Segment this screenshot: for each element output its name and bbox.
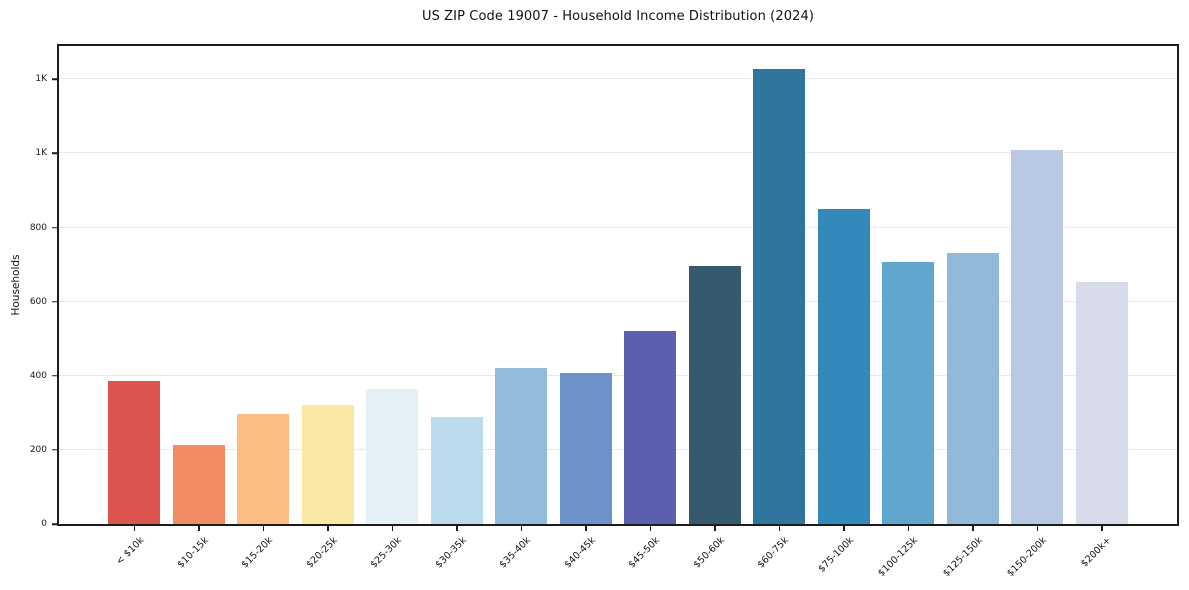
chart-title: US ZIP Code 19007 - Household Income Dis… bbox=[421, 9, 815, 24]
x-tick-mark-$30-35k bbox=[456, 526, 458, 531]
y-tick-label-600: 600 bbox=[29, 296, 47, 307]
y-tick-mark-800 bbox=[52, 226, 57, 229]
x-tick-mark-$20-25k bbox=[327, 526, 329, 531]
bar-$75-100k bbox=[817, 209, 870, 524]
x-tick-mark-$200k+ bbox=[1101, 526, 1103, 531]
x-tick-label-text: $45-50k bbox=[626, 535, 663, 571]
x-tick-label-text: $25-30k bbox=[368, 535, 405, 571]
y-axis: 0 200 400 600 800 1K 1K bbox=[0, 46, 57, 529]
y-tick-mark-0 bbox=[52, 523, 57, 525]
gridline-200 bbox=[59, 448, 1177, 450]
x-tick-label-text: $75-100k bbox=[815, 535, 856, 575]
x-tick-label-text: $125-150k bbox=[940, 535, 985, 580]
x-tick-label-text: $20-25k bbox=[304, 535, 340, 571]
y-tick-label-1K: 1K bbox=[35, 148, 47, 159]
x-tick-mark-$50-60k bbox=[714, 526, 716, 531]
x-tick-mark-$60-75k bbox=[778, 526, 780, 531]
y-tick-label-1K: 1K bbox=[35, 74, 47, 85]
y-tick-mark-200 bbox=[52, 449, 57, 451]
x-tick-label-text: $40-45k bbox=[562, 535, 598, 571]
bar-$15-20k bbox=[237, 414, 290, 524]
y-tick-label-400: 400 bbox=[29, 370, 47, 381]
x-tick-label-text: $50-60k bbox=[691, 535, 727, 571]
bar-$45-50k bbox=[624, 331, 677, 524]
y-tick-mark-600 bbox=[52, 300, 57, 303]
bar-$200k+ bbox=[1075, 282, 1128, 524]
x-tick-mark-$150-200k bbox=[1036, 526, 1038, 531]
bar-< $10k bbox=[108, 380, 161, 524]
x-tick-mark-$100-125k bbox=[907, 526, 909, 531]
x-tick-label-text: $15-20k bbox=[239, 535, 276, 571]
x-tick-mark-$15-20k bbox=[262, 526, 264, 531]
bar-$60-75k bbox=[753, 69, 806, 524]
y-tick-label-800: 800 bbox=[29, 222, 47, 233]
bar-$50-60k bbox=[688, 265, 741, 524]
gridline-1200 bbox=[59, 78, 1177, 80]
gridline-600 bbox=[59, 300, 1177, 302]
y-tick-mark-400 bbox=[52, 375, 57, 377]
x-tick-label-text: $10-15k bbox=[175, 535, 211, 571]
plot-area bbox=[57, 44, 1179, 526]
gridline-1000 bbox=[59, 152, 1177, 154]
bar-$10-15k bbox=[172, 444, 225, 524]
bar-$20-25k bbox=[301, 404, 354, 524]
y-tick-mark-1200 bbox=[52, 78, 57, 81]
bar-$35-40k bbox=[495, 367, 548, 524]
x-tick-label-text: $30-35k bbox=[433, 535, 469, 571]
x-tick-mark-$75-100k bbox=[843, 526, 845, 531]
bar-$25-30k bbox=[366, 388, 419, 524]
y-tick-label-0: 0 bbox=[41, 519, 47, 529]
y-tick-label-200: 200 bbox=[29, 444, 47, 455]
x-tick-label-text: $150-200k bbox=[1005, 535, 1050, 580]
x-axis: < $10k $10-15k $15-20k $20-25k $25-30k $30-35… bbox=[59, 526, 1177, 590]
bar-$30-35k bbox=[430, 417, 483, 524]
x-tick-mark-$10-15k bbox=[198, 526, 200, 531]
bar-$40-45k bbox=[559, 372, 612, 524]
x-tick-label-text: $200k+ bbox=[1079, 535, 1114, 570]
gridline-400 bbox=[59, 374, 1177, 376]
x-tick-mark-$45-50k bbox=[649, 526, 651, 531]
x-tick-label-text: $100-125k bbox=[876, 535, 921, 580]
x-tick-mark-< $10k bbox=[133, 526, 135, 531]
x-tick-mark-$35-40k bbox=[520, 526, 522, 531]
x-tick-label-text: $60-75k bbox=[755, 535, 792, 571]
bar-$150-200k bbox=[1011, 149, 1064, 524]
x-tick-mark-$125-150k bbox=[972, 526, 974, 531]
x-tick-mark-$40-45k bbox=[585, 526, 587, 531]
y-tick-mark-1000 bbox=[52, 152, 57, 155]
x-tick-label-text: $35-40k bbox=[497, 535, 534, 571]
x-tick-mark-$25-30k bbox=[391, 526, 393, 531]
bar-$100-125k bbox=[882, 261, 935, 524]
bar-$125-150k bbox=[946, 253, 999, 524]
gridline-800 bbox=[59, 226, 1177, 228]
x-tick-label-text: < $10k bbox=[113, 535, 147, 568]
